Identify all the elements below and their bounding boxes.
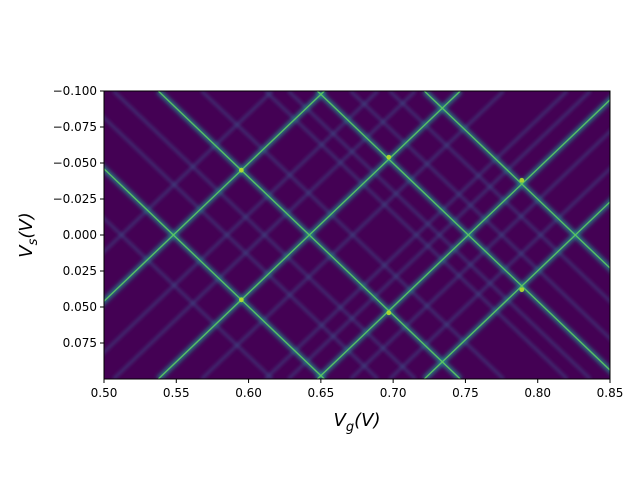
- x-axis-label-main: V: [334, 410, 348, 431]
- x-tick-label: 0.60: [235, 386, 262, 400]
- secondary-line: [264, 91, 569, 379]
- secondary-line: [104, 91, 274, 254]
- primary-edge-core: [104, 91, 325, 303]
- secondary-line: [388, 166, 610, 379]
- y-axis-label-unit: (V): [16, 212, 37, 238]
- primary-edge-core: [423, 200, 610, 379]
- diamond-tip: [238, 167, 244, 173]
- y-tick-label: −0.025: [53, 192, 97, 206]
- x-axis-label: Vg(V): [334, 410, 381, 435]
- x-tick-label: 0.55: [163, 386, 190, 400]
- x-tick-label: 0.80: [524, 386, 551, 400]
- x-axis-label-unit: (V): [354, 410, 380, 431]
- y-axis-label-main: V: [16, 244, 37, 258]
- primary-edge-core: [316, 98, 610, 379]
- x-tick-label: 0.75: [452, 386, 479, 400]
- diamond-tip: [386, 310, 392, 316]
- heatmap-background: [104, 91, 610, 379]
- diamond-tip: [519, 177, 525, 183]
- diamond-tip: [519, 287, 525, 293]
- primary-edge-core: [157, 91, 461, 379]
- diamond-tip: [238, 297, 244, 303]
- y-tick-label: −0.050: [53, 156, 97, 170]
- secondary-line: [287, 91, 592, 379]
- y-axis-ticks: −0.100 −0.075 −0.050 −0.025 0.000 0.025 0.050 0…: [53, 84, 104, 350]
- x-tick-label: 0.85: [597, 386, 624, 400]
- x-tick-label: 0.50: [91, 386, 118, 400]
- y-axis-label-sub: s: [26, 238, 41, 245]
- y-tick-label: −0.100: [53, 84, 97, 98]
- diamond-tip: [386, 154, 392, 160]
- x-tick-label: 0.65: [307, 386, 334, 400]
- secondary-line: [200, 91, 505, 379]
- y-tick-label: 0.025: [63, 264, 97, 278]
- primary-coulomb-diamond-cores: [104, 91, 610, 379]
- y-axis-label: Vs(V): [16, 212, 41, 257]
- y-tick-label: 0.075: [63, 336, 97, 350]
- y-tick-label: 0.050: [63, 300, 97, 314]
- x-axis-ticks: 0.50 0.55 0.60 0.65 0.70 0.75 0.80 0.85: [91, 379, 624, 400]
- secondary-line: [349, 129, 610, 379]
- secondary-line: [104, 91, 379, 355]
- x-axis-label-sub: g: [346, 420, 354, 435]
- y-tick-label: 0.000: [63, 228, 97, 242]
- y-tick-label: −0.075: [53, 120, 97, 134]
- x-tick-label: 0.70: [380, 386, 407, 400]
